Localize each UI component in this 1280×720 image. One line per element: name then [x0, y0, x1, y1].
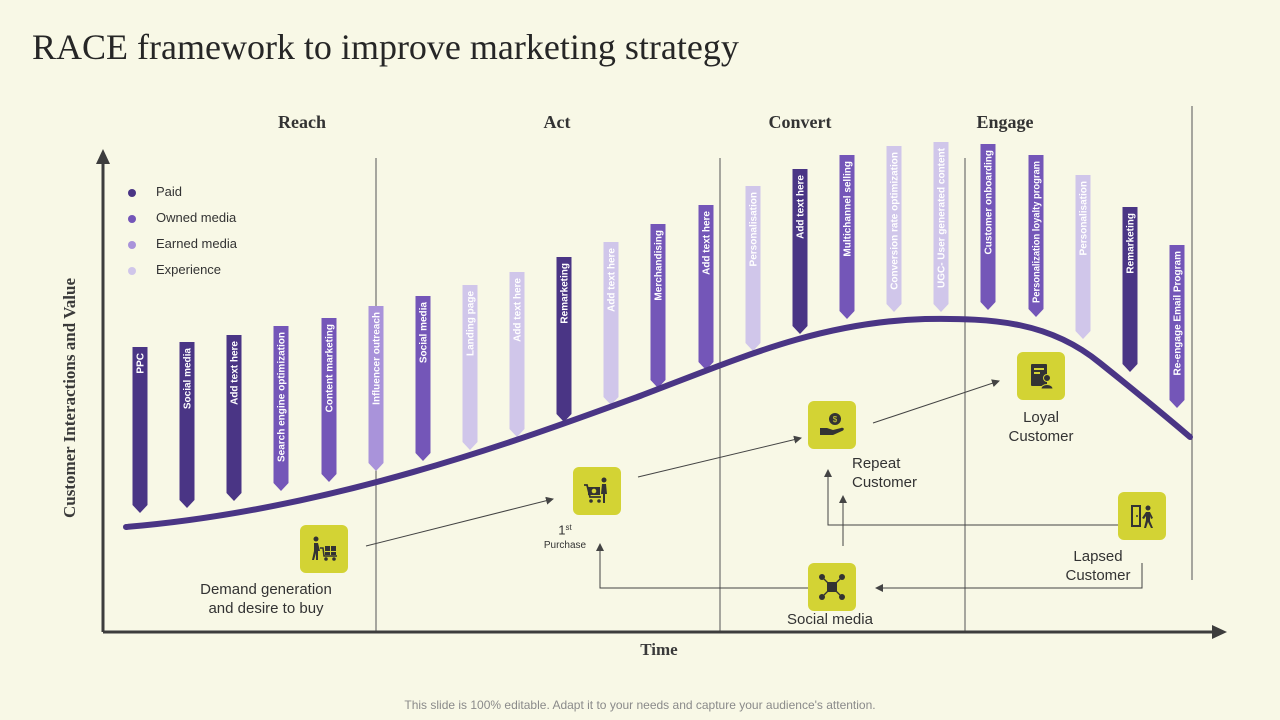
footer-note: This slide is 100% editable. Adapt it to… [404, 698, 876, 712]
channel-bar [462, 285, 478, 450]
channel-bar-label: Re-engage Email Program [1173, 251, 1184, 376]
loyal-text: Loyal Customer [1008, 409, 1074, 445]
channel-bar [839, 155, 855, 319]
x-axis-label: Time [640, 640, 678, 659]
channel-bar [745, 186, 761, 351]
legend-dot [128, 189, 136, 197]
channel-bar [509, 272, 525, 437]
channel-bar [556, 257, 572, 422]
channel-bar [933, 142, 949, 312]
channel-bar [321, 318, 337, 482]
flow-arrow [596, 543, 808, 589]
legend-dot [128, 267, 136, 275]
legend-label: Paid [156, 184, 183, 199]
channel-bar [650, 224, 666, 388]
channel-bar-label: Landing page [466, 291, 477, 356]
purchase-number: 1 [558, 522, 566, 538]
value-curve [123, 315, 1193, 530]
cart-icon [573, 467, 621, 515]
channel-bar-label: Social media [419, 302, 430, 364]
phase-engage: Engage [976, 112, 1034, 132]
channel-bar-label: UGC- User generated content [937, 147, 948, 288]
phase-act: Act [543, 112, 571, 132]
channel-bar-label: Add text here [513, 278, 524, 342]
channel-bar-label: Merchandising [654, 230, 665, 301]
repeat-customer-label: Repeat Customer [852, 454, 917, 492]
channel-bar [1169, 245, 1185, 408]
demand-icon [300, 525, 348, 573]
phase-reach: Reach [278, 112, 326, 132]
channel-bar [368, 306, 384, 471]
channel-bar-label: Social media [183, 348, 194, 410]
channel-bar [698, 205, 714, 370]
phase-convert: Convert [768, 112, 832, 132]
social-media-icon [808, 563, 856, 611]
channel-bar [792, 169, 808, 334]
y-axis-arrow [96, 149, 110, 164]
purchase-suffix: st [565, 523, 572, 532]
y-axis-label: Customer Interactions and Value [60, 277, 79, 519]
loyal-customer-label: Loyal Customer [1001, 408, 1081, 446]
channel-bar [1028, 155, 1044, 317]
channel-bar [273, 326, 289, 491]
channel-bar-label: Multichannel selling [843, 161, 854, 257]
channel-bar-label: Search engine optimization [277, 332, 288, 462]
legend-dot [128, 241, 136, 249]
repeat-customer-icon: $ [808, 401, 856, 449]
channel-bar-label: Remarketing [1126, 213, 1137, 274]
channel-bar-label: Personalisation [1079, 181, 1090, 255]
repeat-text: Repeat Customer [852, 455, 918, 491]
channel-bar-label: Conversion rate optimization [890, 152, 901, 290]
social-media-label: Social media [770, 610, 890, 629]
lapsed-customer-icon [1118, 492, 1166, 540]
legend-label: Owned media [156, 210, 237, 225]
svg-text:$: $ [833, 415, 838, 424]
channel-bar [603, 242, 619, 405]
x-axis-arrow [1212, 625, 1227, 639]
channel-bar [179, 342, 195, 508]
legend-dot [128, 215, 136, 223]
channel-bar-label: Add text here [230, 341, 241, 405]
channel-bar [226, 335, 242, 501]
channel-bar-label: Customer onboarding [984, 150, 995, 254]
demand-label: Demand generation and desire to buy [196, 580, 336, 618]
channel-bar [980, 144, 996, 310]
loyal-customer-icon [1017, 352, 1065, 400]
channel-bar-label: Remarketing [560, 263, 571, 324]
channel-bar-label: Personalization loyalty program [1032, 161, 1043, 303]
channel-bar-label: PPC [136, 353, 147, 374]
page-title: RACE framework to improve marketing stra… [32, 27, 739, 67]
purchase-text: Purchase [543, 540, 587, 552]
channel-bar-label: Personalisation [749, 192, 760, 266]
channel-bar-label: Content marketing [325, 324, 336, 412]
channel-bar [1122, 207, 1138, 372]
demand-text: Demand generation and desire to buy [200, 581, 332, 617]
channel-bar-label: Influencer outreach [372, 312, 383, 405]
channel-bar [1075, 175, 1091, 339]
flow-arrow [875, 563, 1143, 592]
first-purchase-label: 1st Purchase [542, 521, 588, 553]
channel-bar [886, 146, 902, 312]
channel-bar [132, 347, 148, 513]
flow-arrow [872, 379, 1000, 424]
lapsed-customer-label: Lapsed Customer [1058, 547, 1138, 585]
channel-bar-label: Add text here [796, 175, 807, 239]
flow-arrow [637, 435, 802, 478]
channel-bar-label: Add text here [607, 248, 618, 312]
flow-arrow [365, 496, 554, 547]
social-text: Social media [787, 611, 873, 628]
legend-label: Earned media [156, 236, 237, 251]
legend-label: Experience [156, 262, 222, 277]
flow-arrow [824, 469, 1118, 526]
lapsed-text: Lapsed Customer [1065, 548, 1131, 584]
channel-bar [415, 296, 431, 461]
channel-bar-label: Add text here [702, 211, 713, 275]
